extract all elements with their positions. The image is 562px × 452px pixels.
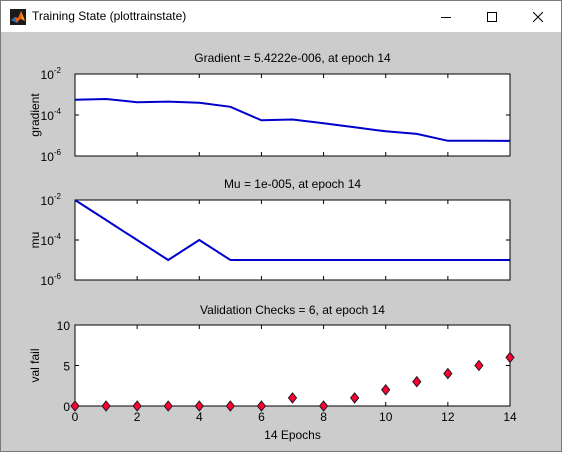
training-state-figure: Gradient = 5.4222e-006, at epoch 14 gradi… [28, 51, 517, 442]
y-tick-label: 10-4 [41, 107, 62, 123]
x-tick-label: 8 [320, 410, 327, 424]
window-title: Training State (plottrainstate) [32, 9, 187, 23]
y-tick-label: 10-6 [41, 272, 62, 288]
chart-panel-3: Validation Checks = 6, at epoch 14 val fa… [28, 303, 517, 442]
y-tick-label: 10-2 [41, 192, 62, 208]
data-point [225, 400, 235, 412]
y-axis-label: gradient [28, 93, 42, 137]
data-point [70, 400, 80, 412]
x-axis-label: 14 Epochs [264, 428, 321, 442]
close-button[interactable] [515, 1, 561, 32]
x-tick-label: 4 [196, 410, 203, 424]
minimize-button[interactable] [423, 1, 469, 32]
y-axis-label: mu [28, 232, 42, 249]
data-point [350, 392, 360, 404]
data-point [474, 359, 484, 372]
x-tick-label: 6 [258, 410, 265, 424]
chart-panel-2: Mu = 1e-005, at epoch 14 mu 10-6 10-4 10-2 [28, 177, 511, 288]
data-point [101, 400, 111, 412]
chart-title: Validation Checks = 6, at epoch 14 [200, 303, 385, 317]
data-point [256, 400, 267, 412]
data-point [443, 367, 453, 380]
chart-title: Mu = 1e-005, at epoch 14 [224, 177, 361, 191]
minimize-icon [441, 16, 451, 18]
axes-box [74, 73, 511, 157]
x-tick-label: 10 [379, 410, 393, 424]
y-tick-label: 0 [63, 400, 70, 414]
plot-area: Gradient = 5.4222e-006, at epoch 14 gradi… [1, 32, 561, 451]
maximize-button[interactable] [469, 1, 515, 32]
x-tick-label: 0 [72, 410, 79, 424]
y-tick-label: 10 [57, 319, 71, 333]
data-point [287, 392, 298, 404]
axes-box [74, 199, 511, 281]
series-line [74, 97, 511, 142]
series-line [74, 199, 510, 262]
x-tick-label: 14 [503, 410, 517, 424]
y-tick-label: 10-4 [41, 232, 62, 248]
chart-title: Gradient = 5.4222e-006, at epoch 14 [194, 51, 391, 65]
data-point [412, 375, 422, 388]
x-tick-label: 2 [134, 410, 141, 424]
maximize-icon [487, 11, 497, 22]
data-point [381, 383, 391, 396]
data-point [318, 400, 329, 412]
chart-panel-1: Gradient = 5.4222e-006, at epoch 14 gradi… [28, 51, 511, 164]
y-axis-label: val fail [28, 348, 42, 382]
matlab-icon [10, 9, 26, 25]
data-point [505, 351, 515, 364]
data-point [163, 400, 173, 412]
data-point [132, 400, 142, 412]
title-bar[interactable]: Training State (plottrainstate) [1, 1, 561, 32]
y-tick-label: 5 [63, 360, 70, 374]
data-point [194, 400, 204, 412]
close-icon [533, 11, 543, 22]
y-tick-label: 10-6 [41, 148, 62, 164]
x-tick-label: 12 [441, 410, 455, 424]
y-tick-label: 10-2 [41, 66, 62, 82]
